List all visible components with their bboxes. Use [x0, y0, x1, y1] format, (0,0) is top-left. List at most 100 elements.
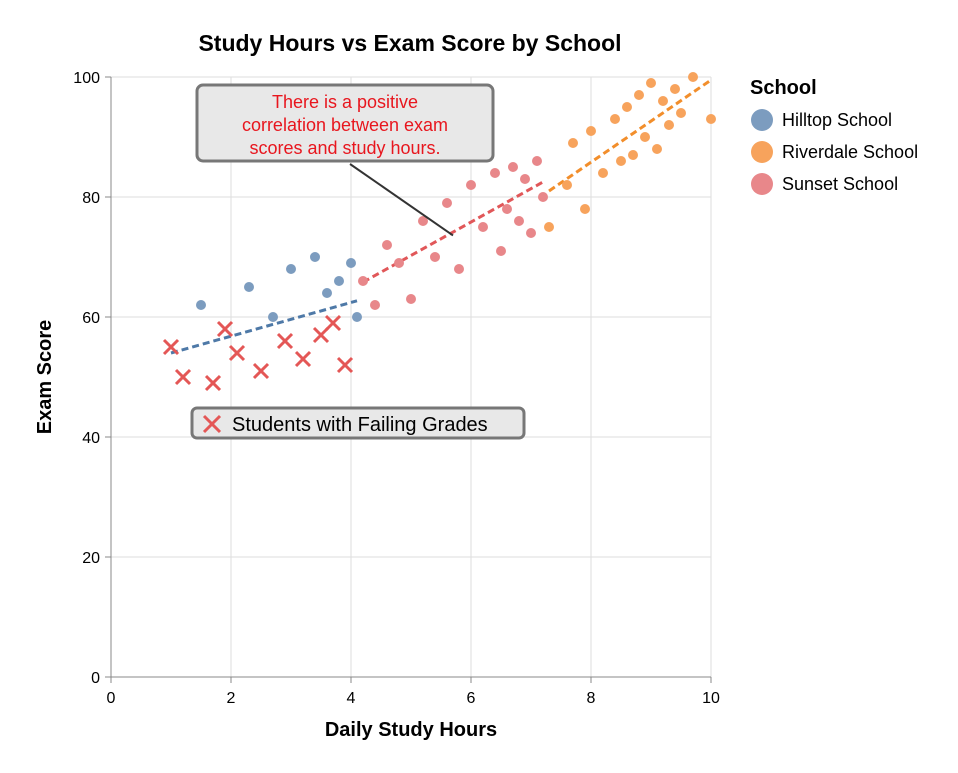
failing-marker-stroke [216, 320, 234, 338]
failing-marker-stroke [162, 338, 180, 356]
failing-marker-stroke [276, 332, 294, 350]
point-sunset [508, 162, 518, 172]
legend: School Hilltop School Riverdale School S… [750, 77, 918, 195]
failing-students-label: Students with Failing Grades [190, 406, 526, 440]
point-riverdale [676, 108, 686, 118]
point-hilltop [346, 258, 356, 268]
point-sunset [394, 258, 404, 268]
point-sunset [382, 240, 392, 250]
point-sunset [520, 174, 530, 184]
failing-marker-stroke [312, 326, 330, 344]
legend-label-hilltop: Hilltop School [782, 110, 892, 130]
point-riverdale [706, 114, 716, 124]
point-riverdale [544, 222, 554, 232]
trend-lines [170, 78, 712, 355]
failing-label-text: Students with Failing Grades [232, 414, 488, 436]
point-sunset [478, 222, 488, 232]
point-sunset [418, 216, 428, 226]
chart-title: Study Hours vs Exam Score by School [198, 30, 621, 56]
point-riverdale [568, 138, 578, 148]
failing-student-marker [324, 314, 342, 332]
point-hilltop [196, 300, 206, 310]
annotation-line-3: scores and study hours. [249, 138, 440, 158]
x-tick-label: 8 [587, 690, 596, 707]
y-axis-title: Exam Score [34, 320, 56, 435]
legend-title: School [750, 77, 817, 99]
x-tick-label: 0 [107, 690, 116, 707]
point-sunset [538, 192, 548, 202]
failing-markers [162, 314, 354, 392]
legend-label-riverdale: Riverdale School [782, 142, 918, 162]
failing-x-icon [202, 414, 222, 434]
point-sunset [514, 216, 524, 226]
point-riverdale [634, 90, 644, 100]
point-sunset [406, 294, 416, 304]
point-hilltop [268, 312, 278, 322]
failing-marker-stroke [174, 368, 192, 386]
point-riverdale [652, 144, 662, 154]
legend-item-sunset: Sunset School [751, 173, 898, 195]
legend-label-sunset: Sunset School [782, 174, 898, 194]
failing-student-marker [276, 332, 294, 350]
x-axis-title: Daily Study Hours [325, 719, 497, 741]
failing-student-marker [204, 374, 222, 392]
point-sunset [502, 204, 512, 214]
x-tick-label: 2 [227, 690, 236, 707]
point-riverdale [580, 204, 590, 214]
point-hilltop [352, 312, 362, 322]
point-riverdale [586, 126, 596, 136]
point-sunset [442, 198, 452, 208]
data-points [196, 72, 716, 322]
failing-student-marker [174, 368, 192, 386]
point-sunset [370, 300, 380, 310]
failing-marker-stroke [324, 314, 342, 332]
failing-marker-stroke [204, 374, 222, 392]
failing-student-marker [162, 338, 180, 356]
failing-student-marker [336, 356, 354, 374]
annotation-callout: There is a positive correlation between … [195, 83, 495, 237]
failing-label-box [190, 406, 526, 440]
y-tick-label: 40 [82, 430, 100, 447]
point-riverdale [616, 156, 626, 166]
y-tick-label: 80 [82, 190, 100, 207]
annotation-box [195, 83, 495, 163]
point-sunset [532, 156, 542, 166]
y-tick-label: 0 [91, 670, 100, 687]
point-riverdale [658, 96, 668, 106]
point-hilltop [310, 252, 320, 262]
failing-student-marker [228, 344, 246, 362]
point-riverdale [622, 102, 632, 112]
legend-item-hilltop: Hilltop School [751, 109, 892, 131]
point-riverdale [646, 78, 656, 88]
point-hilltop [286, 264, 296, 274]
point-hilltop [334, 276, 344, 286]
x-tick-label: 4 [347, 690, 356, 707]
trend-line-hilltop [170, 299, 358, 355]
legend-item-riverdale: Riverdale School [751, 141, 918, 163]
x-tick-label: 10 [702, 690, 720, 707]
failing-student-marker [252, 362, 270, 380]
point-riverdale [628, 150, 638, 160]
point-riverdale [688, 72, 698, 82]
point-sunset [430, 252, 440, 262]
failing-marker-stroke [294, 350, 312, 368]
point-sunset [496, 246, 506, 256]
point-hilltop [244, 282, 254, 292]
point-riverdale [670, 84, 680, 94]
x-tick-label: 6 [467, 690, 476, 707]
failing-marker-stroke [336, 356, 354, 374]
failing-marker-stroke [228, 344, 246, 362]
annotation-leader-line [349, 163, 454, 237]
y-tick-label: 60 [82, 310, 100, 327]
point-riverdale [640, 132, 650, 142]
annotation-line-2: correlation between exam [242, 115, 448, 135]
point-hilltop [322, 288, 332, 298]
point-riverdale [610, 114, 620, 124]
y-tick-label: 100 [73, 70, 100, 87]
legend-swatch-sunset [751, 173, 773, 195]
failing-student-marker [312, 326, 330, 344]
point-riverdale [562, 180, 572, 190]
